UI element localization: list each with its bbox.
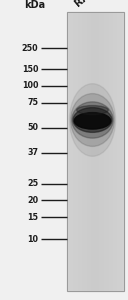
Text: 37: 37 xyxy=(27,148,38,158)
Bar xyxy=(93,12,94,291)
Bar xyxy=(86,12,87,291)
Bar xyxy=(80,12,81,291)
Bar xyxy=(120,12,121,291)
Bar xyxy=(97,12,98,291)
Bar xyxy=(71,12,72,291)
Text: 10: 10 xyxy=(27,235,38,244)
Bar xyxy=(75,12,76,291)
Text: RAMOS: RAMOS xyxy=(73,0,112,9)
Bar xyxy=(98,12,99,291)
Bar xyxy=(76,12,77,291)
Bar xyxy=(110,12,111,291)
Bar xyxy=(109,12,110,291)
Bar xyxy=(87,12,88,291)
Bar xyxy=(116,12,117,291)
Bar xyxy=(67,12,68,291)
Ellipse shape xyxy=(73,108,112,132)
Bar xyxy=(70,12,71,291)
Bar xyxy=(106,12,107,291)
Bar xyxy=(88,12,89,291)
Ellipse shape xyxy=(77,106,108,115)
Bar xyxy=(100,12,101,291)
Bar xyxy=(78,12,79,291)
Bar xyxy=(81,12,82,291)
Bar xyxy=(83,12,84,291)
Text: 100: 100 xyxy=(22,81,38,90)
Text: 50: 50 xyxy=(27,123,38,132)
Bar xyxy=(112,12,113,291)
Bar xyxy=(114,12,115,291)
Bar xyxy=(113,12,114,291)
Bar xyxy=(123,12,124,291)
Text: 20: 20 xyxy=(27,196,38,205)
Bar xyxy=(108,12,109,291)
Bar xyxy=(89,12,90,291)
Bar xyxy=(68,12,69,291)
Text: 250: 250 xyxy=(22,44,38,53)
Ellipse shape xyxy=(71,94,114,146)
Bar xyxy=(122,12,123,291)
Bar xyxy=(103,12,104,291)
Text: 15: 15 xyxy=(27,213,38,222)
Ellipse shape xyxy=(74,112,111,129)
Bar xyxy=(85,12,86,291)
Ellipse shape xyxy=(69,84,116,156)
Ellipse shape xyxy=(72,102,113,138)
Bar xyxy=(118,12,119,291)
Bar xyxy=(96,12,97,291)
Bar xyxy=(94,12,95,291)
Bar xyxy=(102,12,103,291)
Bar xyxy=(74,12,75,291)
Bar xyxy=(73,12,74,291)
Bar xyxy=(107,12,108,291)
Bar xyxy=(105,12,106,291)
Bar xyxy=(101,12,102,291)
Bar xyxy=(82,12,83,291)
Bar xyxy=(79,12,80,291)
Bar xyxy=(95,12,96,291)
Text: 150: 150 xyxy=(22,65,38,74)
Bar xyxy=(121,12,122,291)
Bar xyxy=(77,12,78,291)
Bar xyxy=(69,12,70,291)
Bar xyxy=(67,12,124,291)
Bar xyxy=(111,12,112,291)
Bar xyxy=(67,12,124,291)
Text: 75: 75 xyxy=(27,98,38,107)
Bar xyxy=(104,12,105,291)
Bar xyxy=(99,12,100,291)
Text: 25: 25 xyxy=(27,179,38,188)
Bar xyxy=(119,12,120,291)
Bar xyxy=(91,12,92,291)
Bar xyxy=(92,12,93,291)
Bar xyxy=(84,12,85,291)
Bar xyxy=(72,12,73,291)
Text: kDa: kDa xyxy=(24,1,45,10)
Bar xyxy=(115,12,116,291)
